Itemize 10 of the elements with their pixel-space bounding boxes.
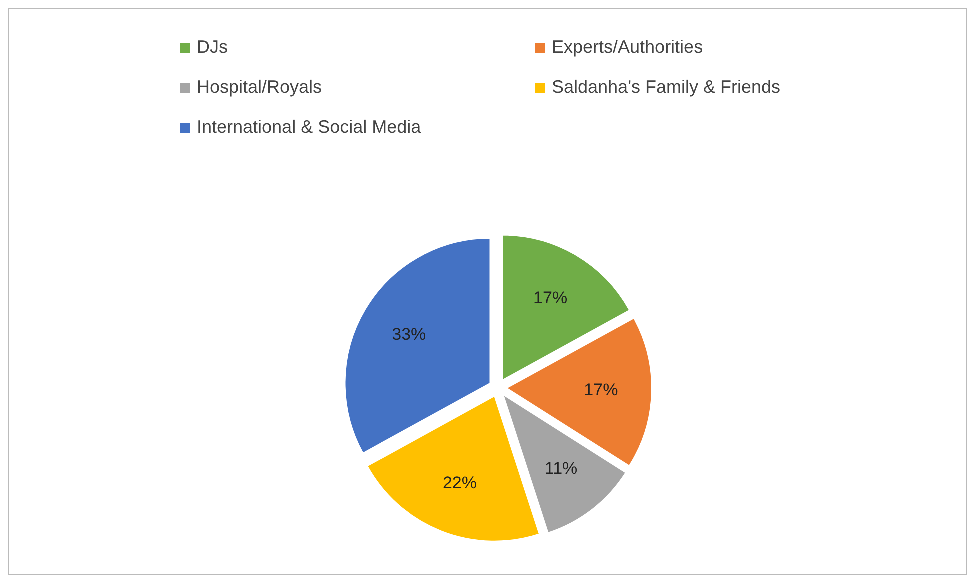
data-label: 17%	[584, 380, 618, 400]
legend-label: Saldanha's Family & Friends	[552, 76, 781, 97]
data-label: 33%	[392, 324, 426, 344]
data-label: 11%	[544, 459, 578, 478]
legend-label: Hospital/Royals	[197, 76, 322, 97]
legend-label: International & Social Media	[197, 116, 422, 137]
legend-label: Experts/Authorities	[552, 36, 704, 57]
data-label: 17%	[534, 288, 568, 308]
data-label: 22%	[442, 473, 478, 492]
legend-label: DJs	[197, 36, 228, 57]
